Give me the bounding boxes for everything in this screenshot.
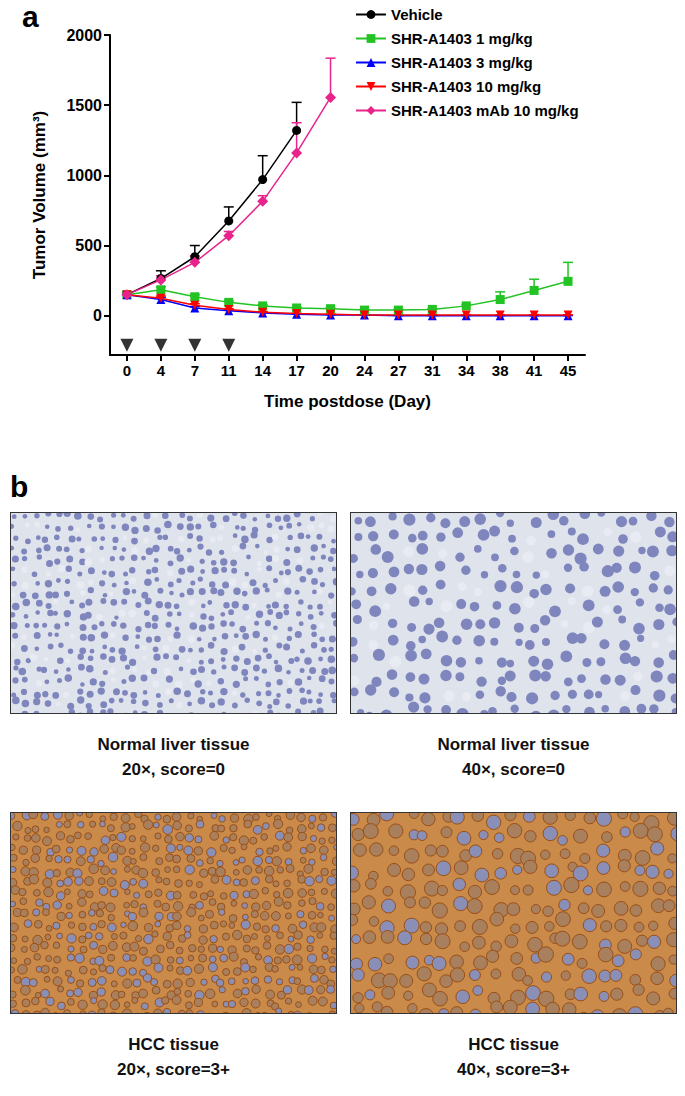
- svg-text:1000: 1000: [66, 167, 102, 184]
- html-text:Normal liver tissue: Normal liver tissue: [437, 735, 590, 754]
- svg-text:SHR-A1403 3 mg/kg: SHR-A1403 3 mg/kg: [391, 54, 533, 71]
- svg-text:Vehicle: Vehicle: [391, 6, 443, 23]
- svg-text:SHR-A1403 1 mg/kg: SHR-A1403 1 mg/kg: [391, 30, 533, 47]
- html-text:40×, score=3+: 40×, score=3+: [457, 1060, 570, 1079]
- svg-text:27: 27: [390, 362, 407, 379]
- svg-text:34: 34: [458, 362, 475, 379]
- svg-text:0: 0: [123, 362, 131, 379]
- svg-text:11: 11: [221, 362, 237, 379]
- html-text:40×, score=0: 40×, score=0: [462, 760, 565, 779]
- svg-text:17: 17: [288, 362, 305, 379]
- svg-text:SHR-A1403 10 mg/kg: SHR-A1403 10 mg/kg: [391, 78, 541, 95]
- html-text:HCC tissue: HCC tissue: [128, 1035, 219, 1054]
- svg-text:4: 4: [157, 362, 166, 379]
- svg-text:1500: 1500: [66, 97, 102, 114]
- svg-text:38: 38: [492, 362, 509, 379]
- html-text:Normal liver tissue: Normal liver tissue: [97, 735, 250, 754]
- html-text:b: b: [10, 470, 29, 503]
- html-text:a: a: [22, 0, 39, 33]
- svg-text:Time postdose (Day): Time postdose (Day): [264, 392, 431, 411]
- html-text:20×, score=3+: 20×, score=3+: [117, 1060, 230, 1079]
- svg-text:SHR-A1403 mAb 10 mg/kg: SHR-A1403 mAb 10 mg/kg: [391, 102, 579, 119]
- svg-text:2000: 2000: [66, 27, 102, 44]
- svg-text:14: 14: [254, 362, 271, 379]
- svg-text:41: 41: [526, 362, 543, 379]
- svg-text:0: 0: [93, 307, 102, 324]
- html-text:20×, score=0: 20×, score=0: [122, 760, 225, 779]
- svg-text:24: 24: [356, 362, 373, 379]
- svg-text:20: 20: [322, 362, 339, 379]
- svg-text:7: 7: [191, 362, 199, 379]
- svg-text:45: 45: [560, 362, 577, 379]
- svg-text:Tumor Volume (mm³): Tumor Volume (mm³): [30, 111, 49, 279]
- html-text:HCC tissue: HCC tissue: [468, 1035, 559, 1054]
- svg-text:31: 31: [424, 362, 441, 379]
- svg-text:500: 500: [75, 237, 102, 254]
